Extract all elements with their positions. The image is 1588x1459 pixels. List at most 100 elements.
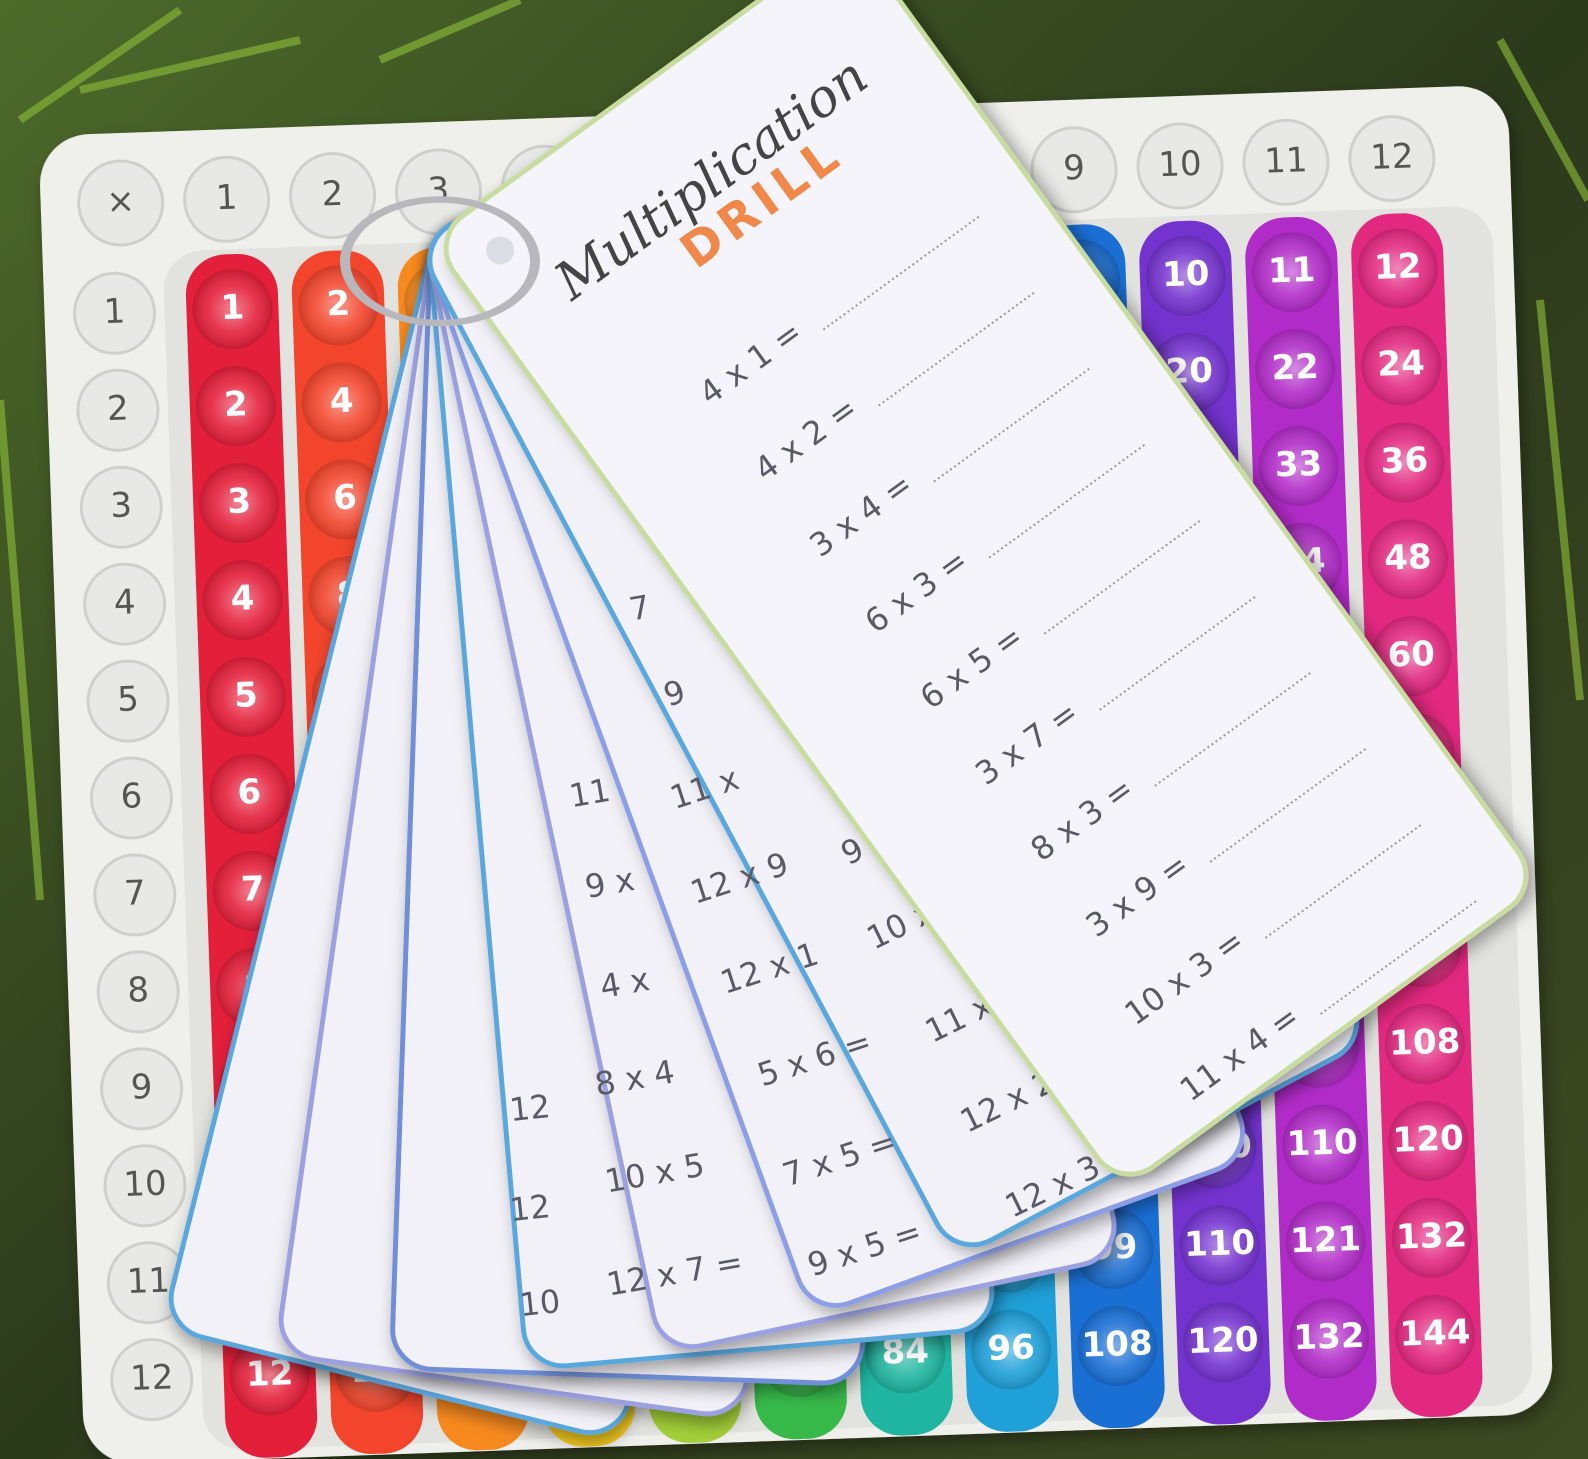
row-bubble [86,659,170,743]
bubble-number: 120 [1187,1320,1259,1362]
bubble-number: 120 [1392,1118,1464,1160]
card-problem: 12 [508,1187,552,1229]
bubble-number: 12 [1373,246,1422,288]
row-label: 3 [110,485,133,526]
bubble [1384,1004,1465,1085]
bubble-number: 5 [233,675,258,716]
row-label: 10 [123,1164,168,1205]
bubble [195,366,276,447]
bubble [205,656,286,737]
row-label: 8 [127,970,150,1011]
card-problem: 10 [518,1282,562,1324]
row-label: 12 [129,1357,174,1398]
row-label: 7 [123,873,146,914]
row-bubble [79,465,163,549]
bubble-number: 4 [230,578,255,619]
bubble [1258,426,1339,507]
grass-blades [0,0,1588,901]
bubble-number: 6 [237,772,262,813]
row-bubble [110,1338,194,1422]
header-label: 9 [1063,148,1086,189]
bubble [971,1309,1052,1390]
bubble-number: 6 [333,477,358,518]
bubble [1289,1298,1370,1379]
bubble [192,269,273,350]
bubble [1364,422,1445,503]
row-bubble [73,271,157,355]
header-bubble [183,155,271,243]
row-bubble [76,368,160,452]
bubble [1251,232,1332,313]
row-bubble [103,1144,187,1228]
bubble-number: 108 [1389,1021,1461,1063]
header-bubble [1348,115,1436,203]
bubble [1361,325,1442,406]
bubble [1388,1100,1469,1181]
bubble-number: 108 [1081,1323,1153,1365]
bubble [1179,1205,1260,1286]
row-label: 5 [116,679,139,720]
bubble-number: 7 [240,869,265,910]
ring-hole [486,236,515,265]
bubble-number: 110 [1286,1122,1358,1164]
bubble [1077,1305,1158,1386]
bubble-number: 24 [1377,343,1426,385]
bubble-number: 110 [1184,1223,1256,1265]
bubble [1145,235,1226,316]
header-label: 3 [427,170,450,211]
header-label: × [106,181,136,222]
header-bubble [77,159,165,247]
row-label: 6 [120,776,143,817]
bubble [1285,1201,1366,1282]
row-bubble [83,562,167,646]
header-bubble [1242,118,1330,206]
bubble [1391,1197,1472,1278]
bubble [1255,329,1336,410]
bubble-number: 10 [1161,254,1210,296]
header-label: 1 [215,177,238,218]
bubble-number: 33 [1274,444,1323,486]
card-body [443,0,1529,1177]
bubble [1367,519,1448,600]
bubble [202,560,283,641]
bubble-number: 48 [1383,537,1432,579]
bubble-number: 4 [329,381,354,422]
bubble [298,265,379,346]
bubble-number: 121 [1289,1219,1361,1261]
row-bubble [100,1047,184,1131]
bubble-number: 60 [1387,634,1436,676]
bubble [1357,228,1438,309]
header-label: 12 [1370,136,1415,177]
row-bubble [93,853,177,937]
header-bubble [1136,122,1224,210]
header-label: 2 [321,174,344,215]
row-label: 11 [126,1260,171,1301]
bubble-number: 22 [1271,347,1320,389]
header-bubble [1030,126,1118,214]
binder-ring [340,196,540,327]
bubble [209,753,290,834]
bubble-number: 36 [1380,440,1429,482]
row-bubble [96,950,180,1034]
card-problem: 11 [566,771,613,815]
bubble [1183,1302,1264,1383]
row-bubble [89,756,173,840]
bubble [199,463,280,544]
bubble-number: 11 [1267,250,1316,292]
header-label: 11 [1264,140,1309,181]
bubble-number: 2 [223,384,248,425]
card-problem: 4 x [597,960,652,1006]
bubble-number: 144 [1399,1312,1471,1354]
bubble-number: 132 [1293,1316,1365,1358]
row-label: 4 [113,582,136,623]
row-label: 1 [103,291,126,332]
header-label: 10 [1158,144,1203,185]
bubble [1282,1104,1363,1185]
bubble [301,362,382,443]
card-problem: 9 x [582,860,637,906]
